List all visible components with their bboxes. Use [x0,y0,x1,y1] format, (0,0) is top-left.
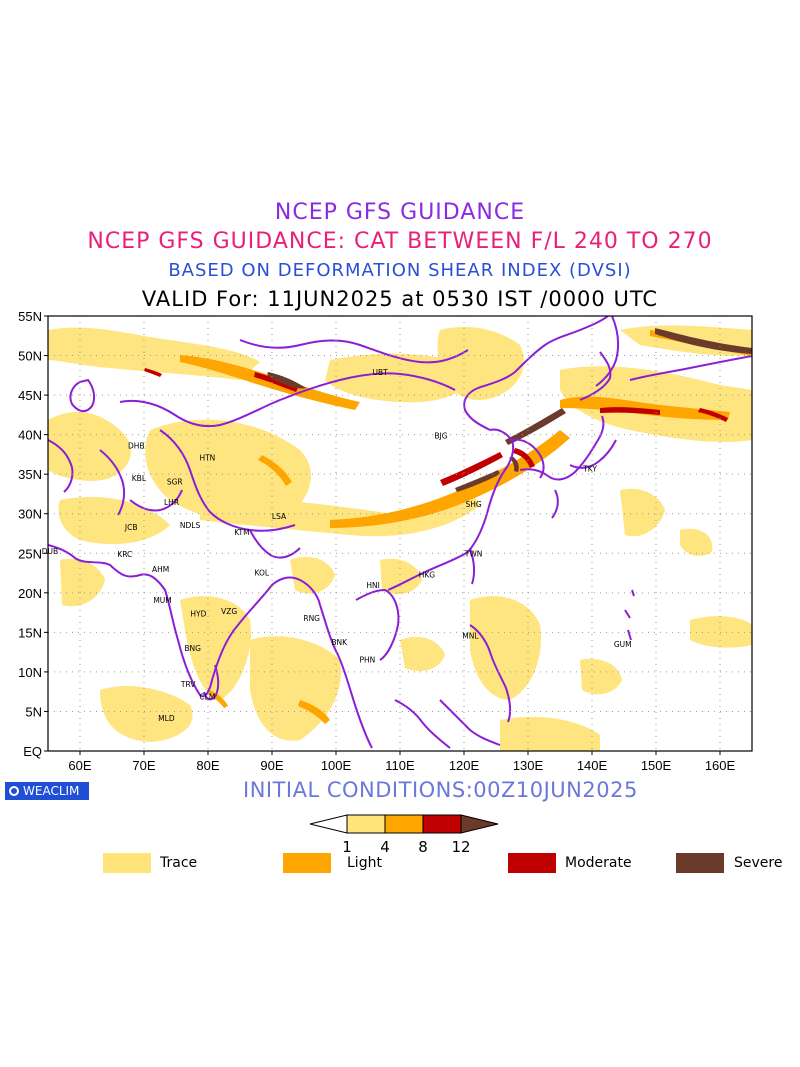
longitude-labels: 60E 70E 80E 90E 100E 110E 120E 130E 140E 150E 160E [68,758,735,773]
lat-label: 20N [18,586,42,601]
station-kbl: KBL [132,474,147,483]
colorbar-low-arrow [309,814,348,834]
station-ndls: NDLS [180,521,201,530]
station-bjg: BJG [434,431,447,440]
station-krc: KRC [117,550,132,559]
legend-label-severe: Severe [734,855,783,871]
lat-label: 10N [18,665,42,680]
legend-label-light: Light [347,855,382,871]
lon-label: 120E [449,758,480,773]
intensity-colorbar [309,814,499,834]
legend-label-trace: Trace [160,855,198,871]
station-labels: UBT BJG TKY SHG TWN HKG HNI LSA KTM HTN DHB KBL SGR L… [42,368,632,723]
title-method: BASED ON DEFORMATION SHEAR INDEX (DVSI) [168,260,632,281]
station-clm: CLM [199,692,215,701]
legend-swatch-moderate [508,853,556,873]
colorbar-tick-12: 12 [451,838,470,856]
station-dub: DUB [42,547,58,556]
lon-label: 100E [321,758,352,773]
lat-label: 50N [18,349,42,364]
station-phn: PHN [359,655,375,664]
lat-label: EQ [23,744,42,759]
station-bnk: BNK [331,638,348,647]
lat-label: 55N [18,309,42,324]
station-kol: KOL [254,568,269,577]
station-bng: BNG [184,644,201,653]
station-rng: RNG [303,614,320,623]
title-valid-time: VALID For: 11JUN2025 at 0530 IST /0000 U… [141,287,659,311]
lat-lon-grid [48,316,752,751]
initial-conditions: INITIAL CONDITIONS:00Z10JUN2025 [243,778,638,802]
station-hkg: HKG [419,571,436,580]
station-shg: SHG [465,500,481,509]
station-htn: HTN [199,454,215,463]
colorbar-moderate [422,814,462,834]
station-lhr: LHR [164,498,179,507]
station-twn: TWN [464,549,483,558]
lon-label: 160E [705,758,736,773]
station-ktm: KTM [234,528,249,537]
severe-areas [267,328,752,492]
station-mld: MLD [158,714,175,723]
colorbar-tick-1: 1 [342,838,352,856]
lat-label: 35N [18,467,42,482]
station-mnl: MNL [462,632,479,641]
legend-label-moderate: Moderate [565,855,632,871]
legend-swatch-severe [676,853,724,873]
station-jcb: JCB [124,523,138,532]
lon-label: 140E [577,758,608,773]
station-gum: GUM [614,640,632,649]
logo-text: WEACLIM [23,784,80,798]
colorbar-tick-4: 4 [380,838,390,856]
latitude-labels: 55N 50N 45N 40N 35N 30N 25N 20N 15N 10N 5N EQ [18,309,42,759]
weaclim-logo: WEACLIM [5,782,89,800]
colorbar-high-arrow [460,814,499,834]
lon-label: 130E [513,758,544,773]
station-sgr: SGR [167,477,183,486]
lon-label: 150E [641,758,672,773]
lat-label: 25N [18,546,42,561]
colorbar-tick-8: 8 [418,838,428,856]
coastlines [48,316,752,749]
colorbar-light [384,814,424,834]
station-hni: HNI [366,581,379,590]
lat-label: 40N [18,428,42,443]
title-main: NCEP GFS GUIDANCE [274,200,526,225]
lat-label: 5N [25,704,42,719]
lon-label: 60E [68,758,91,773]
colorbar-trace [346,814,386,834]
lat-label: 30N [18,507,42,522]
station-mum: MUM [153,596,171,605]
station-trv: TRV [180,680,196,689]
lon-label: 90E [260,758,283,773]
lon-label: 80E [196,758,219,773]
station-vzg: VZG [221,607,237,616]
axis-ticks [44,315,721,755]
lat-label: 45N [18,388,42,403]
station-hyd: HYD [190,609,206,618]
station-ahm: AHM [152,565,169,574]
station-lsa: LSA [272,512,287,521]
colorbar-tick-labels: 1 4 8 12 [342,838,470,856]
legend-swatch-trace [103,853,151,873]
legend-swatch-light [283,853,331,873]
lon-label: 110E [385,758,415,773]
lat-label: 15N [18,625,42,640]
station-dhb: DHB [128,442,145,451]
logo-ring-icon [9,786,19,796]
station-tky: TKY [582,465,597,474]
title-product: NCEP GFS GUIDANCE: CAT BETWEEN F/L 240 T… [87,229,713,254]
station-ubt: UBT [373,368,389,377]
lon-label: 70E [132,758,155,773]
